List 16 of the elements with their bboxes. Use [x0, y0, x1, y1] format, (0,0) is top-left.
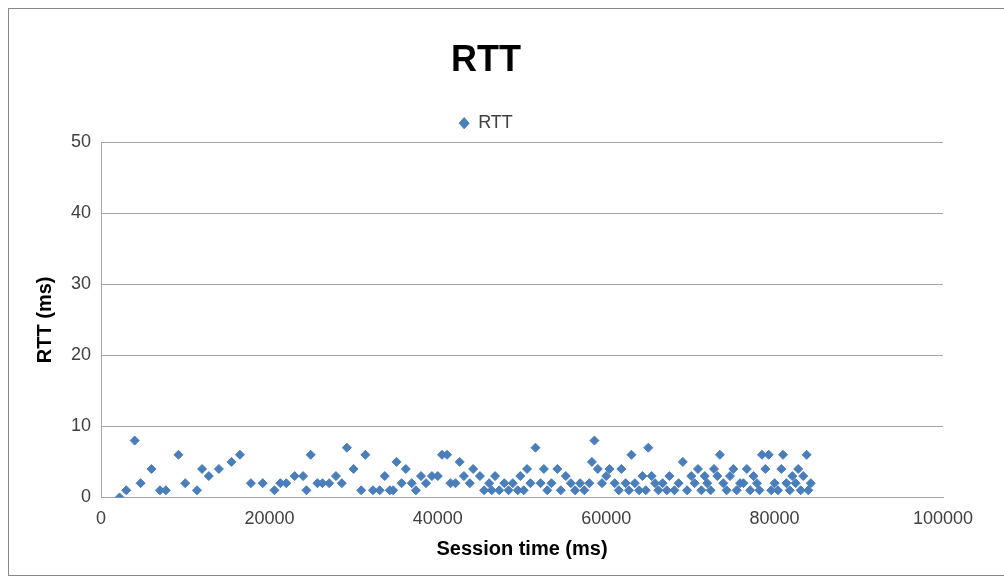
y-tick-label: 0	[81, 486, 92, 507]
chart-title: RTT	[451, 37, 521, 79]
y-tick-label: 20	[70, 344, 92, 365]
x-tick-label: 0	[96, 508, 107, 529]
y-axis-title: RTT (ms)	[32, 276, 55, 364]
legend-label: RTT	[478, 112, 513, 133]
y-tick-label: 40	[70, 202, 92, 223]
y-tick-label: 30	[70, 273, 92, 294]
y-tick-label: 50	[70, 131, 92, 152]
x-tick-label: 20000	[244, 508, 295, 529]
x-tick-label: 60000	[581, 508, 632, 529]
x-axis-title: Session time (ms)	[436, 536, 608, 559]
x-tick-label: 100000	[912, 508, 974, 529]
x-tick-label: 80000	[749, 508, 800, 529]
y-tick-label: 10	[70, 415, 92, 436]
x-tick-label: 40000	[412, 508, 463, 529]
